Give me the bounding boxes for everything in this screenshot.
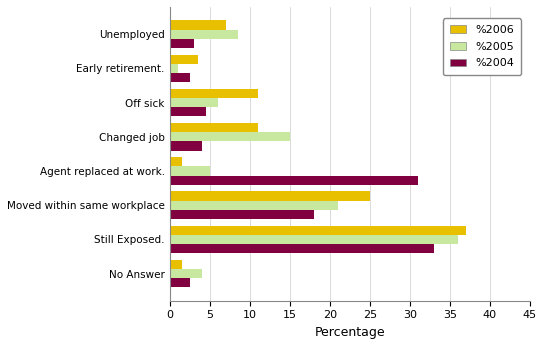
Bar — [170, 98, 218, 107]
Bar — [170, 210, 314, 219]
Bar — [170, 39, 194, 48]
Bar — [170, 55, 197, 64]
Bar — [170, 278, 190, 288]
Bar — [170, 64, 178, 73]
Bar — [170, 142, 202, 151]
Bar — [170, 244, 434, 253]
Bar — [170, 235, 458, 244]
Bar — [170, 226, 466, 235]
Bar — [170, 191, 370, 201]
Bar — [170, 73, 190, 82]
Bar — [170, 89, 258, 98]
Bar — [170, 157, 182, 166]
Legend: %2006, %2005, %2004: %2006, %2005, %2004 — [443, 18, 521, 75]
Bar — [170, 260, 182, 269]
Bar — [170, 166, 210, 175]
Bar — [170, 123, 258, 132]
Bar — [170, 132, 290, 142]
Bar — [170, 20, 226, 29]
Bar — [170, 269, 202, 278]
Bar — [170, 29, 238, 39]
X-axis label: Percentage: Percentage — [314, 326, 385, 339]
Bar — [170, 107, 206, 116]
Bar — [170, 175, 418, 185]
Bar — [170, 201, 338, 210]
